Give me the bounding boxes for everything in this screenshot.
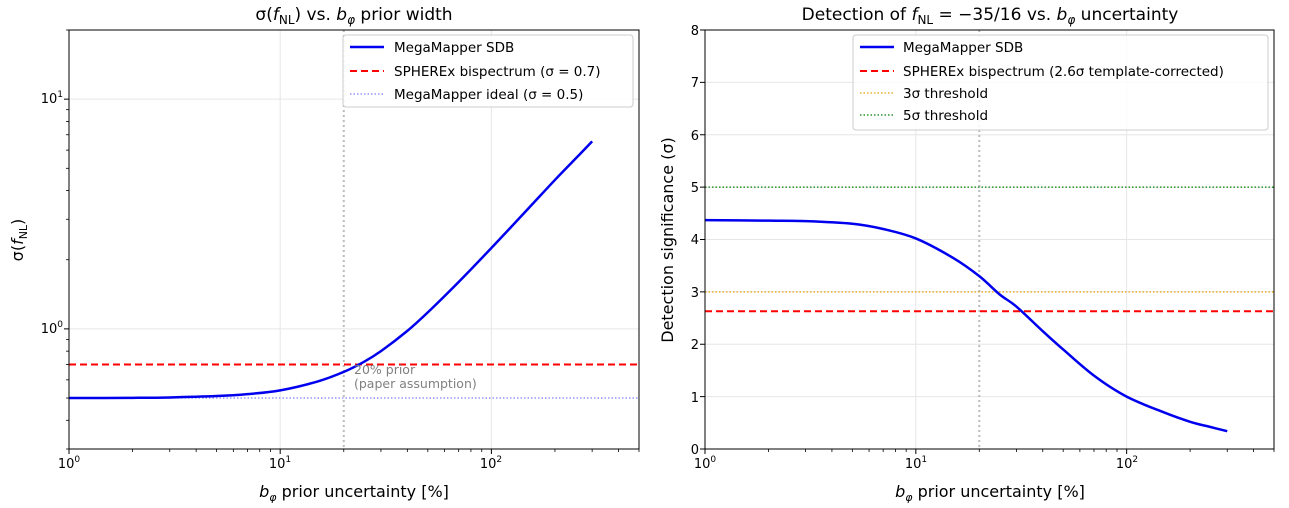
left-legend-box bbox=[342, 34, 634, 108]
right-x-axis-label: bφ prior uncertainty [%] bbox=[895, 482, 1085, 504]
right-y-tick-label: 7 bbox=[691, 76, 699, 91]
left-ticks bbox=[64, 29, 640, 454]
legend-label-megamapper: MegaMapper SDB bbox=[903, 40, 1023, 56]
right-x-tick-label: 101 bbox=[905, 455, 927, 472]
left-y-tick-label: 100 bbox=[41, 320, 64, 337]
legend-label-3sigma: 3σ threshold bbox=[903, 86, 988, 102]
right-y-tick-label: 2 bbox=[691, 338, 699, 353]
megamapper-curve bbox=[704, 218, 1228, 433]
megamapper-curve bbox=[68, 140, 594, 400]
right-legend: MegaMapper SDB SPHEREx bispectrum (2.6σ … bbox=[852, 34, 1269, 131]
left-x-tick-label: 102 bbox=[480, 455, 502, 472]
prior-annotation: 20% prior (paper assumption) bbox=[354, 362, 477, 391]
right-y-tick-label: 5 bbox=[691, 181, 699, 196]
left-plot-frame bbox=[68, 29, 640, 450]
right-chart-title: Detection of fNL = −35/16 vs. bφ uncerta… bbox=[802, 5, 1179, 27]
left-chart: σ(fNL) vs. bφ prior width 20% prior (pape… bbox=[8, 5, 640, 504]
left-chart-title: σ(fNL) vs. bφ prior width bbox=[255, 5, 452, 27]
right-y-tick-label: 4 bbox=[691, 233, 699, 248]
left-y-tick-label: 101 bbox=[41, 90, 63, 107]
right-y-tick-label: 0 bbox=[691, 443, 699, 458]
right-ticks bbox=[700, 29, 1275, 454]
right-x-tick-label: 100 bbox=[694, 455, 717, 472]
legend-label-5sigma: 5σ threshold bbox=[903, 108, 988, 124]
right-x-tick-label: 102 bbox=[1116, 455, 1138, 472]
left-x-tick-label: 100 bbox=[58, 455, 81, 472]
right-series bbox=[704, 218, 1228, 433]
left-series bbox=[68, 140, 594, 400]
right-legend-box bbox=[852, 34, 1269, 131]
legend-label-spherex: SPHEREx bispectrum (2.6σ template-correc… bbox=[903, 64, 1224, 80]
right-y-tick-label: 3 bbox=[691, 286, 699, 301]
right-reference-lines bbox=[705, 30, 1274, 449]
right-y-tick-label: 8 bbox=[691, 24, 699, 39]
legend-label-ideal: MegaMapper ideal (σ = 0.5) bbox=[394, 87, 583, 103]
left-legend: MegaMapper SDB SPHEREx bispectrum (σ = 0… bbox=[342, 34, 634, 108]
right-y-tick-label: 1 bbox=[691, 391, 699, 406]
right-y-axis-label: Detection significance (σ) bbox=[658, 137, 677, 343]
left-x-tick-label: 101 bbox=[269, 455, 291, 472]
right-y-tick-label: 6 bbox=[691, 129, 699, 144]
left-y-axis-label: σ(fNL) bbox=[8, 219, 30, 262]
legend-label-megamapper: MegaMapper SDB bbox=[394, 40, 514, 56]
legend-label-spherex: SPHEREx bispectrum (σ = 0.7) bbox=[394, 64, 601, 80]
left-x-axis-label: bφ prior uncertainty [%] bbox=[259, 482, 449, 504]
right-chart: Detection of fNL = −35/16 vs. bφ uncerta… bbox=[658, 5, 1275, 504]
